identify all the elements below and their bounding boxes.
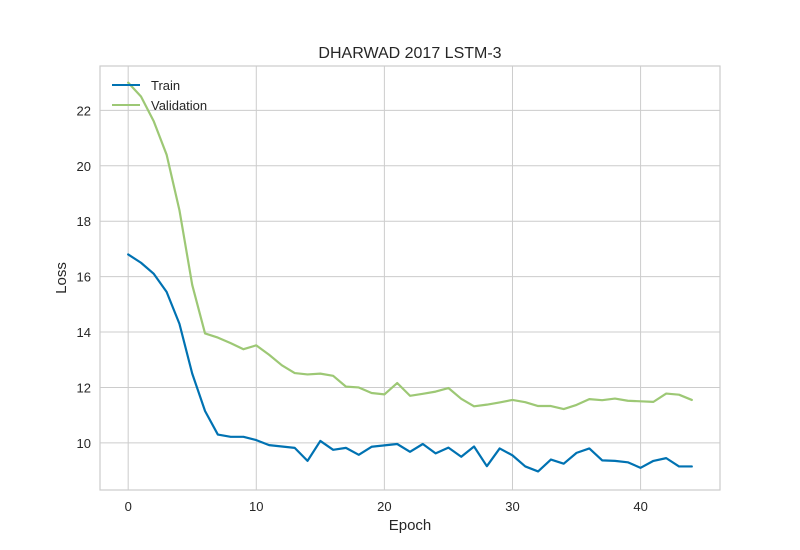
legend-label-train: Train: [151, 78, 180, 93]
series-line-train: [127, 253, 693, 473]
series-line-validation: [127, 81, 693, 411]
y-tick-label: 14: [77, 325, 91, 340]
x-tick-label: 0: [125, 499, 132, 514]
series-lines: [127, 81, 693, 473]
chart-title: DHARWAD 2017 LSTM-3: [318, 45, 501, 62]
grid: [100, 66, 720, 490]
y-axis-label: Loss: [53, 262, 70, 294]
plot-frame: [99, 65, 721, 491]
x-tick-label: 20: [377, 499, 391, 514]
y-tick-label: 16: [77, 270, 91, 285]
y-tick-label: 22: [77, 103, 91, 118]
y-tick-label: 10: [77, 436, 91, 451]
y-tick-label: 20: [77, 159, 91, 174]
legend-label-validation: Validation: [151, 98, 207, 113]
y-tick-label: 18: [77, 214, 91, 229]
x-tick-label: 40: [633, 499, 647, 514]
x-tick-label: 10: [249, 499, 263, 514]
x-tick-labels: 0 10 20 30 40: [125, 499, 648, 514]
x-axis-label: Epoch: [389, 517, 432, 534]
y-tick-labels: 10 12 14 16 18 20 22: [77, 103, 91, 451]
legend: Train Validation: [112, 78, 207, 113]
y-tick-label: 12: [77, 380, 91, 395]
x-tick-label: 30: [505, 499, 519, 514]
